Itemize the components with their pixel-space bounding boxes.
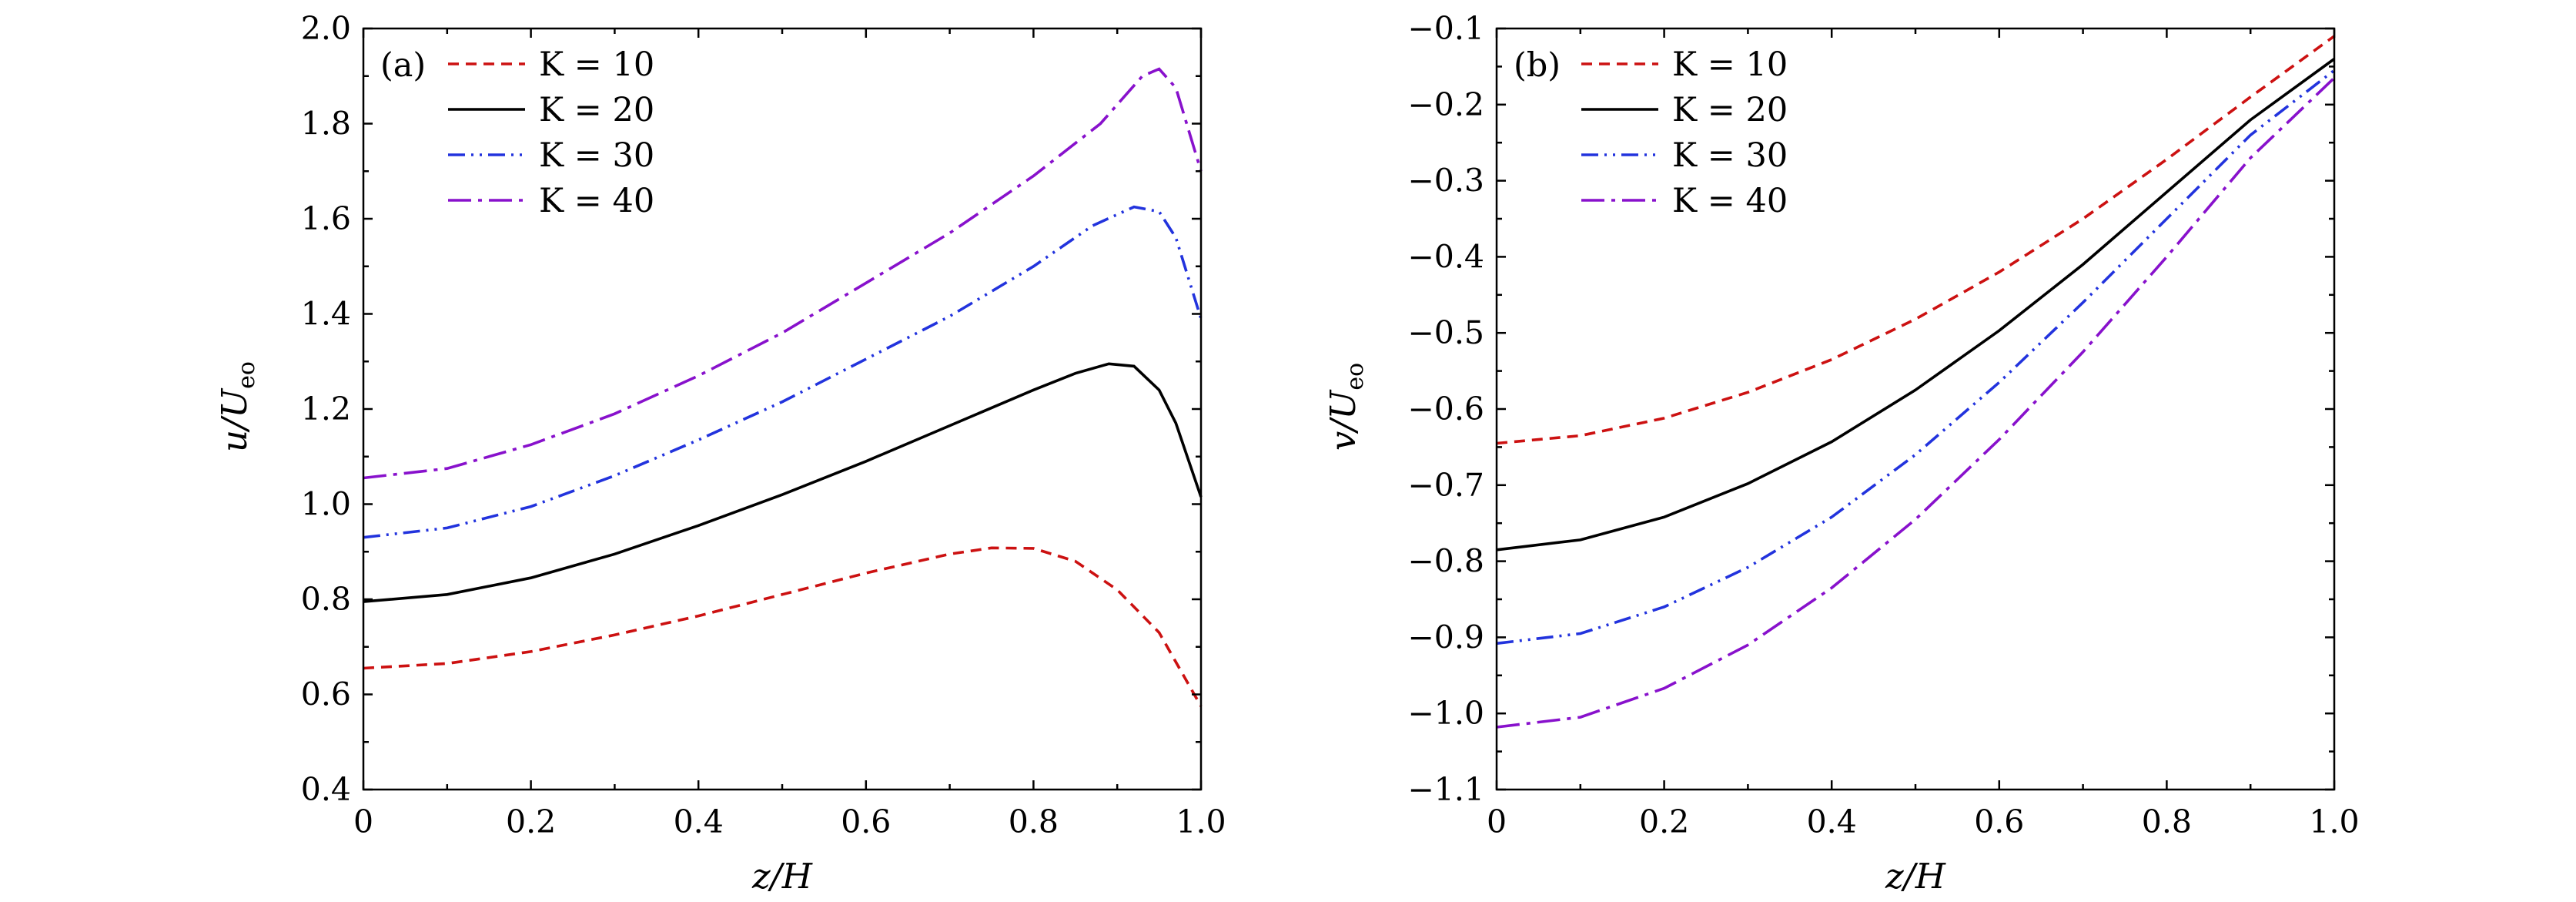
y-tick-label: −0.4 [1407, 238, 1484, 275]
x-axis-label: z/H [1885, 856, 1946, 897]
y-tick-label: 1.8 [301, 106, 351, 143]
legend-label: K = 10 [539, 45, 654, 84]
x-axis-label: z/H [751, 856, 813, 897]
legend-label: K = 40 [539, 182, 654, 220]
series-line-k-30 [1496, 69, 2336, 645]
legend-label: K = 20 [1672, 91, 1788, 129]
x-tick-label: 0.6 [841, 803, 891, 840]
y-tick-label: −1.1 [1407, 771, 1484, 808]
series-line-k-10 [363, 546, 1203, 707]
x-tick-label: 0.4 [674, 803, 724, 840]
chart-panel-b: 0 0.2 0.4 0.6 0.8 1.0 −1.1 −1.0 −0.9 −0.8 −0.7 −0.6… [1323, 10, 2360, 897]
y-tick-label: 0.6 [301, 676, 351, 713]
y-tick-label: 2.0 [301, 10, 351, 47]
x-tick-label: 0.6 [1974, 803, 2024, 840]
series-line-k-10 [1496, 35, 2336, 445]
y-axis-label-main: v/U [1323, 389, 1363, 451]
y-tick-label: −0.5 [1407, 314, 1484, 351]
y-tick-label: 1.4 [301, 296, 351, 333]
y-tick-label: −0.6 [1407, 391, 1484, 428]
y-axis-label-main: u/U [214, 387, 255, 452]
y-axis-label: u/Ueo [214, 361, 260, 452]
y-tick-label: 1.6 [301, 200, 351, 237]
x-tick-label: 0.4 [1807, 803, 1857, 840]
y-tick-label: 0.4 [301, 771, 351, 808]
panel-label: (a) [380, 46, 426, 85]
series-line-k-30 [363, 205, 1203, 539]
y-tick-label: −0.1 [1407, 10, 1484, 47]
legend-label: K = 40 [1672, 182, 1788, 220]
legend-label: K = 10 [1672, 45, 1788, 84]
chart-panel-a: 0 0.2 0.4 0.6 0.8 1.0 0.4 0.6 0.8 1.0 1.2 1.4 1.6 1.8… [214, 10, 1226, 897]
y-tick-label: −0.3 [1407, 163, 1484, 200]
legend-label: K = 30 [1672, 136, 1788, 175]
x-tick-label: 0.2 [1639, 803, 1689, 840]
legend-label: K = 30 [539, 136, 654, 175]
legend: K = 10 K = 20 K = 30 K = 40 [1581, 45, 1788, 220]
plot-frame [1495, 27, 2336, 791]
legend-label: K = 20 [539, 91, 654, 129]
x-tick-label: 0 [1487, 803, 1507, 840]
panel-label: (b) [1514, 46, 1561, 85]
x-tick-label: 0.8 [2142, 803, 2192, 840]
legend: K = 10 K = 20 K = 30 K = 40 [448, 45, 654, 220]
series-line-k-40 [1496, 76, 2336, 729]
y-axis-label-subscript: eo [1342, 363, 1369, 391]
y-axis-label: v/Ueo [1323, 363, 1369, 451]
x-tick-label: 1.0 [1176, 803, 1226, 840]
y-tick-label: −0.8 [1407, 543, 1484, 580]
series-line-k-20 [363, 362, 1203, 603]
y-axis-label-subscript: eo [233, 361, 260, 389]
y-tick-label: 1.0 [301, 486, 351, 523]
series-line-k-40 [363, 67, 1203, 480]
x-tick-label: 0.8 [1009, 803, 1059, 840]
y-tick-label: −0.2 [1407, 86, 1484, 123]
x-tick-label: 0.2 [506, 803, 556, 840]
y-tick-label: 0.8 [301, 581, 351, 618]
x-tick-label: 0 [353, 803, 373, 840]
x-tick-label: 1.0 [2309, 803, 2359, 840]
y-tick-label: 1.2 [301, 391, 351, 428]
series-line-k-20 [1496, 58, 2336, 552]
y-tick-label: −1.0 [1407, 695, 1484, 732]
y-tick-label: −0.9 [1407, 619, 1484, 656]
y-tick-label: −0.7 [1407, 467, 1484, 504]
